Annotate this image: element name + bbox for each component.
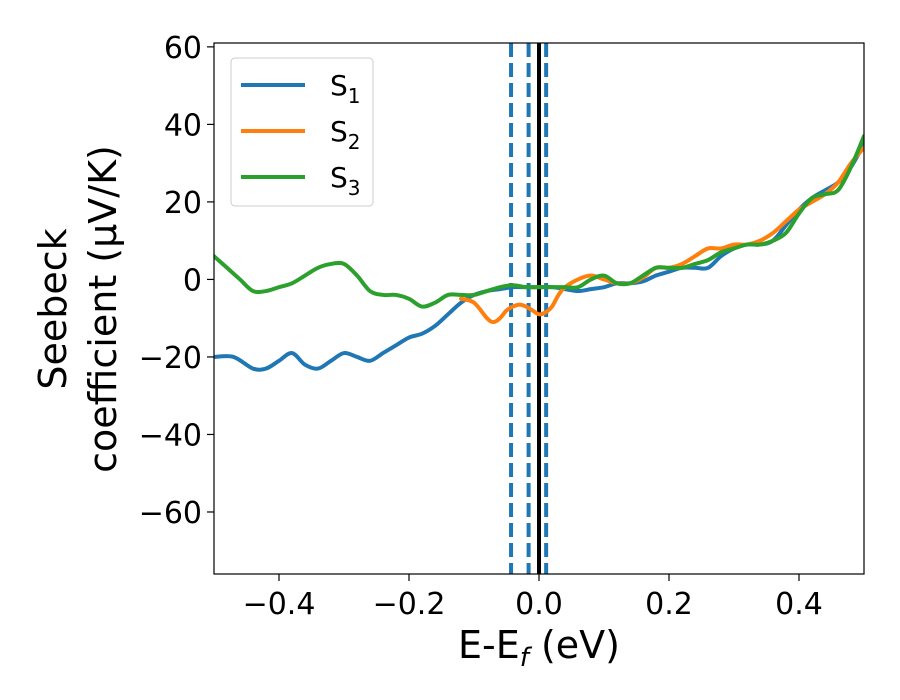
x-tick-label: 0.4	[775, 587, 823, 622]
x-tick-label: −0.2	[373, 587, 446, 622]
series-line-s2	[459, 145, 864, 325]
y-axis-title: Seebeck coefficient (μV/K)	[31, 145, 125, 473]
x-tick-label: 0.0	[515, 587, 563, 622]
y-tick-label: −20	[139, 341, 202, 376]
legend-label-s3: S3	[330, 161, 361, 200]
y-tick-label: 0	[183, 263, 202, 298]
y-tick-label: −40	[139, 418, 202, 453]
x-axis-title-unit: (eV)	[541, 623, 620, 667]
legend: S1 S2 S3	[230, 57, 374, 207]
series-line-s3	[214, 134, 864, 309]
x-tick-label: 0.2	[645, 587, 693, 622]
y-tick-label: −60	[139, 496, 202, 531]
y-tick-label: 20	[164, 186, 202, 221]
y-tick-label: 40	[164, 108, 202, 143]
y-axis-title-line2: coefficient (μV/K)	[81, 145, 125, 473]
series-lines	[214, 134, 864, 372]
y-axis-title-line1: Seebeck	[31, 228, 75, 389]
x-axis-title: E-Ef (eV)	[458, 623, 620, 673]
x-axis-title-main: E-E	[458, 623, 520, 667]
y-axis: 60 40 20 0 −20 −40 −60	[139, 31, 214, 531]
legend-label-s2: S2	[330, 115, 361, 154]
x-tick-label: −0.4	[243, 587, 316, 622]
x-axis: −0.4 −0.2 0.0 0.2 0.4	[243, 574, 823, 622]
legend-label-s1: S1	[330, 69, 361, 108]
y-tick-label: 60	[164, 31, 202, 66]
x-axis-title-spacer	[529, 623, 541, 667]
